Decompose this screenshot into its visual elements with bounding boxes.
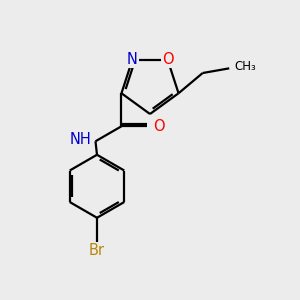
- Text: O: O: [153, 119, 165, 134]
- Text: CH₃: CH₃: [235, 60, 256, 73]
- Text: NH: NH: [69, 132, 91, 147]
- Text: N: N: [127, 52, 138, 67]
- Text: O: O: [162, 52, 173, 67]
- Text: Br: Br: [89, 243, 105, 258]
